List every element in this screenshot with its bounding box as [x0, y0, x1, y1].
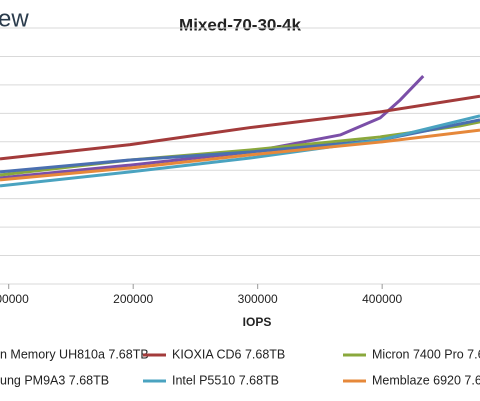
x-axis-label: IOPS — [243, 315, 272, 329]
legend-label: Intel P5510 7.68TB — [172, 373, 279, 387]
x-tick-label: 100000 — [0, 292, 29, 306]
legend-label: Micron 7400 Pro 7.6 — [372, 347, 480, 361]
legend-label: n Memory UH810a 7.68TB — [0, 347, 149, 361]
x-tick-label: 400000 — [362, 292, 402, 306]
chart-title: Mixed-70-30-4k — [179, 15, 301, 34]
legend-label: KIOXIA CD6 7.68TB — [172, 347, 285, 361]
x-tick-label: 200000 — [113, 292, 153, 306]
series-line — [0, 94, 480, 161]
series-line — [0, 128, 480, 182]
x-tick-label: 300000 — [238, 292, 278, 306]
series-line — [0, 75, 425, 180]
legend-label: Memblaze 6920 7.6 — [372, 373, 480, 387]
legend-label: ung PM9A3 7.68TB — [0, 373, 109, 387]
series-line — [0, 114, 480, 188]
